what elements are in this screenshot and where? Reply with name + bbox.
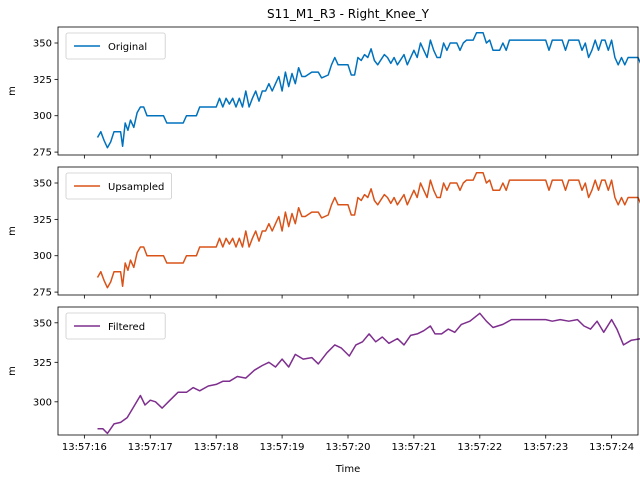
x-tick-label: 13:57:16	[62, 442, 107, 453]
y-tick-label: 275	[33, 288, 52, 299]
y-tick-label: 300	[33, 397, 52, 408]
x-tick-label: 13:57:19	[260, 442, 305, 453]
y-tick-label: 350	[33, 318, 52, 329]
y-tick-label: 350	[33, 179, 52, 190]
series-line-original	[96, 32, 640, 149]
x-tick-label: 13:57:24	[589, 442, 634, 453]
x-tick-label: 13:57:20	[326, 442, 371, 453]
panel-2: 275 300 325 350 m Upsampled	[7, 166, 640, 299]
y-tick-label: 300	[33, 251, 52, 262]
y-tick-label: 325	[33, 215, 52, 226]
x-tick-label: 13:57:22	[457, 442, 502, 453]
legend-box	[65, 172, 172, 200]
series-line-filtered	[97, 312, 640, 435]
y-tick-label: 275	[33, 148, 52, 159]
y-tick-label: 300	[33, 111, 52, 122]
x-tick-label: 13:57:18	[194, 442, 239, 453]
y-axis-label: m	[7, 366, 18, 376]
legend-box	[65, 312, 166, 340]
legend-label: Filtered	[108, 322, 145, 333]
x-axis-label: Time	[335, 464, 360, 475]
y-tick-label: 325	[33, 75, 52, 86]
panels: 275 300 325 350 m Original 275 300 325 350 m Upsamp…	[7, 26, 640, 453]
series-line-upsampled	[96, 172, 640, 289]
x-tick-label: 13:57:17	[128, 442, 173, 453]
x-tick-label: 13:57:21	[391, 442, 436, 453]
x-tick-label: 13:57:23	[523, 442, 568, 453]
y-tick-label: 350	[33, 39, 52, 50]
panel-3: 300 325 350 13:57:16 13:57:17 13:57:18 13:57:1…	[7, 306, 640, 453]
legend-label: Upsampled	[108, 182, 164, 193]
y-tick-label: 325	[33, 358, 52, 369]
legend-label: Original	[108, 42, 147, 53]
panel-1: 275 300 325 350 m Original	[7, 26, 640, 159]
y-axis-label: m	[7, 86, 18, 96]
legend-box	[65, 32, 166, 60]
chart-title: S11_M1_R3 - Right_Knee_Y	[267, 7, 430, 21]
y-axis-label: m	[7, 226, 18, 236]
